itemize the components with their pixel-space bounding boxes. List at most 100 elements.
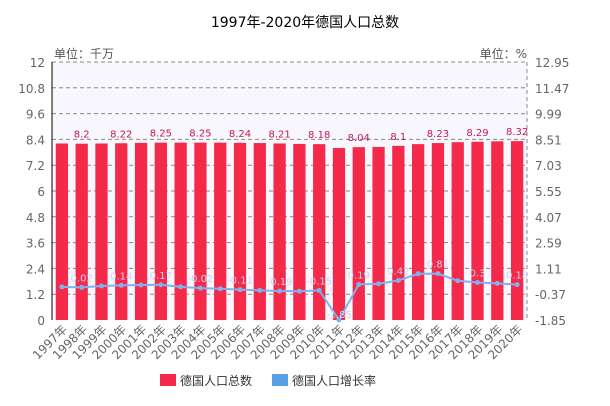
- growth-point-2000年: [118, 282, 124, 288]
- right-axis-tick: -0.37: [535, 288, 566, 302]
- bar-2014年: [392, 145, 405, 320]
- line-data-label: 0.19: [348, 270, 370, 281]
- left-axis-tick: 0: [37, 314, 45, 328]
- bar-2013年: [372, 146, 385, 320]
- left-axis-tick: 7.2: [26, 159, 45, 173]
- line-data-label: -0.19: [267, 277, 293, 288]
- right-axis-tick: 5.55: [535, 185, 562, 199]
- growth-point-2004年: [197, 285, 203, 291]
- line-data-label: 0.17: [150, 271, 172, 282]
- line-data-label: -0.11: [227, 276, 253, 287]
- growth-point-2020年: [514, 282, 520, 288]
- legend-label-population: 德国人口总数: [180, 373, 252, 388]
- line-data-label: 0.42: [387, 266, 409, 277]
- bar-2003年: [174, 142, 187, 320]
- bar-2019年: [491, 141, 504, 320]
- legend-swatch-population: [160, 374, 176, 386]
- bar-data-label: 8.24: [229, 129, 251, 140]
- growth-point-2011年: [336, 317, 342, 323]
- bar-2009年: [293, 143, 306, 320]
- bar-1999年: [95, 143, 108, 320]
- growth-point-2008年: [277, 288, 283, 294]
- left-axis-tick: 2.4: [26, 262, 45, 276]
- bar-2011年: [332, 148, 346, 320]
- bar-2000年: [115, 143, 128, 320]
- growth-point-1999年: [98, 283, 104, 289]
- bar-data-label: 8.32: [506, 127, 528, 138]
- bar-data-label: 8.25: [150, 129, 172, 140]
- right-unit-label: 单位：%: [480, 46, 527, 61]
- line-data-label: -0.02: [188, 274, 214, 285]
- growth-point-2014年: [395, 277, 401, 283]
- bar-data-label: 8.21: [268, 129, 290, 140]
- line-data-label: -1.85: [326, 310, 352, 321]
- line-data-label: -0.15: [306, 276, 332, 287]
- right-axis-tick: 4.07: [535, 211, 562, 225]
- growth-point-2002年: [158, 282, 164, 288]
- growth-point-2012年: [356, 281, 362, 287]
- legend-label-growth: 德国人口增长率: [292, 373, 376, 388]
- bar-2020年: [510, 141, 524, 320]
- bar-data-label: 8.18: [308, 130, 330, 141]
- left-axis-tick: 1.2: [26, 288, 45, 302]
- left-axis-tick: 8.4: [26, 133, 45, 147]
- growth-point-2007年: [257, 287, 263, 293]
- growth-point-2005年: [217, 286, 223, 292]
- bar-data-label: 8.22: [110, 129, 132, 140]
- bar-2001年: [134, 142, 148, 320]
- growth-point-2016年: [435, 271, 441, 277]
- left-axis-tick: 12: [30, 56, 45, 70]
- bar-2004年: [194, 142, 207, 320]
- bar-2012年: [352, 147, 365, 320]
- line-data-label: 0.3: [470, 269, 486, 280]
- bar-data-label: 8.29: [466, 128, 488, 139]
- bar-2005年: [214, 142, 227, 320]
- growth-point-2015年: [415, 271, 421, 277]
- growth-point-2009年: [296, 288, 302, 294]
- right-axis-tick: 12.95: [535, 56, 569, 70]
- right-axis-tick: 8.51: [535, 133, 562, 147]
- growth-point-2018年: [475, 280, 481, 286]
- bar-2018年: [471, 141, 484, 320]
- bar-2006年: [233, 142, 247, 320]
- bar-2017年: [451, 142, 464, 320]
- right-axis-tick: 1.11: [535, 262, 562, 276]
- line-data-label: 0.02: [71, 273, 93, 284]
- growth-point-2019年: [494, 280, 500, 286]
- growth-rate-line: [61, 272, 518, 322]
- left-axis-tick: 6: [37, 185, 45, 199]
- left-axis-tick: 4.8: [26, 211, 45, 225]
- bar-data-label: 8.04: [348, 133, 370, 144]
- bar-2002年: [154, 142, 167, 320]
- left-axis-tick: 3.6: [26, 237, 45, 251]
- growth-point-2003年: [178, 284, 184, 290]
- legend-swatch-growth: [272, 374, 288, 386]
- line-data-label: 0.81: [427, 260, 449, 271]
- bar-data-label: 8.25: [189, 129, 211, 140]
- bar-data-label: 8.23: [427, 129, 449, 140]
- right-axis-tick: 9.99: [535, 108, 562, 122]
- bar-data-label: 8.2: [74, 130, 90, 141]
- growth-point-2013年: [376, 281, 382, 287]
- growth-point-2017年: [455, 278, 461, 284]
- bar-1997年: [55, 143, 69, 320]
- line-data-label: 0.14: [110, 271, 132, 282]
- growth-point-2010年: [316, 287, 322, 293]
- right-axis-tick: 11.47: [535, 82, 569, 96]
- right-axis-tick: 2.59: [535, 237, 562, 251]
- right-axis-tick: 7.03: [535, 159, 562, 173]
- left-unit-label: 单位：千万: [54, 46, 114, 61]
- chart-title: 1997年-2020年德国人口总数: [211, 15, 399, 31]
- growth-point-1997年: [59, 284, 65, 290]
- bar-2007年: [253, 143, 266, 320]
- bar-data-label: 8.1: [390, 132, 406, 143]
- left-axis-tick: 10.8: [18, 82, 45, 96]
- bar-2010年: [313, 144, 326, 320]
- growth-point-1998年: [79, 284, 85, 290]
- bar-2008年: [273, 143, 286, 320]
- growth-point-2006年: [237, 287, 243, 293]
- bar-1998年: [75, 143, 88, 320]
- bar-2015年: [412, 144, 425, 320]
